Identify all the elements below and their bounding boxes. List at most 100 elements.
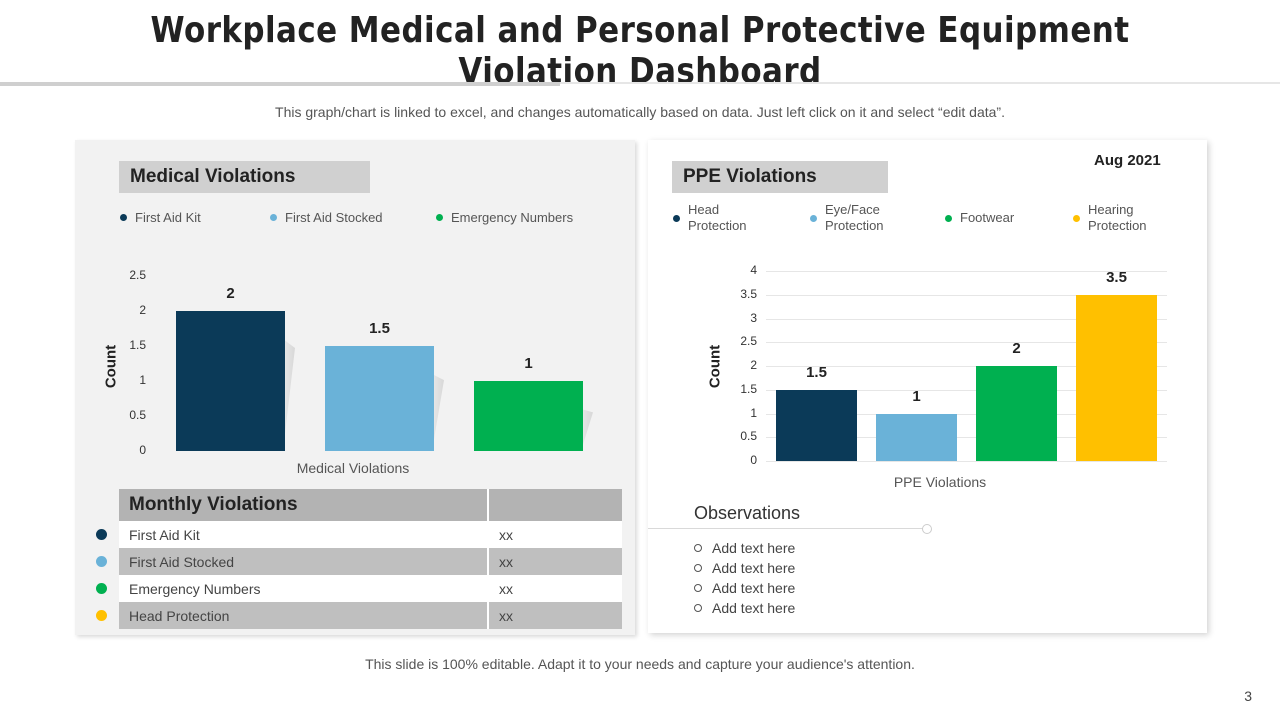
observation-text: Add text here — [712, 600, 796, 616]
legend-label-line: Footwear — [960, 210, 1015, 225]
observation-item[interactable]: Add text here — [694, 600, 795, 616]
legend-label-line: Protection — [825, 218, 884, 233]
data-label: 1 — [524, 355, 533, 372]
y-tick-label: 0.5 — [129, 408, 146, 422]
gridline — [766, 342, 1167, 344]
x-axis-label: Medical Violations — [296, 460, 410, 476]
header-accent-bar — [0, 82, 560, 86]
legend-dot-icon — [120, 214, 127, 221]
row-marker-dot-icon — [96, 610, 107, 621]
legend-dot-icon — [945, 214, 952, 222]
header-divider — [0, 82, 1280, 84]
y-axis-label: Count — [102, 344, 120, 389]
gridline — [766, 318, 1167, 320]
observations-divider — [648, 528, 926, 529]
y-tick-label: 3.5 — [740, 286, 757, 301]
table-row: First Aid Kit xx — [119, 521, 622, 548]
y-tick-label: 1 — [750, 405, 757, 420]
legend-dot-icon — [1073, 214, 1080, 222]
observation-text: Add text here — [712, 560, 796, 576]
gridline — [766, 461, 1167, 462]
legend-item: Hearing Protection — [1073, 202, 1147, 234]
report-date: Aug 2021 — [1094, 152, 1161, 169]
table-row: Emergency Numbers xx — [119, 575, 622, 602]
observation-item[interactable]: Add text here — [694, 540, 795, 556]
data-label: 2 — [1012, 340, 1021, 357]
gridline — [766, 294, 1167, 296]
legend-label: First Aid Kit — [135, 210, 201, 225]
legend-item: Footwear — [945, 202, 1014, 234]
bar — [976, 366, 1057, 461]
data-label: 2 — [226, 285, 235, 302]
ppe-heading: PPE Violations — [672, 161, 888, 193]
table-header-row: Monthly Violations — [119, 489, 622, 521]
page-number: 3 — [1244, 688, 1252, 704]
legend-label-line: Head — [688, 202, 720, 217]
table-row: Head Protection xx — [119, 602, 622, 629]
legend-item: First Aid Kit — [120, 210, 201, 225]
table-cell-label: Head Protection — [119, 602, 489, 629]
y-tick-label: 1.5 — [740, 381, 757, 396]
y-tick-label: 2.5 — [129, 268, 146, 282]
legend-label: Footwear — [960, 210, 1014, 226]
legend-label: First Aid Stocked — [285, 210, 383, 225]
data-label: 3.5 — [1106, 268, 1127, 286]
monthly-violations-table: Monthly Violations First Aid Kit xx Firs… — [119, 489, 622, 629]
table-cell-label: First Aid Kit — [119, 521, 489, 548]
data-label: 1.5 — [806, 363, 827, 381]
observation-text: Add text here — [712, 540, 796, 556]
y-tick-label: 0 — [139, 443, 146, 457]
table-header-value — [489, 489, 622, 521]
y-tick-label: 4 — [750, 263, 757, 277]
x-axis-label: PPE Violations — [893, 474, 987, 490]
y-tick-label: 2.5 — [740, 334, 757, 349]
legend-dot-icon — [810, 214, 817, 222]
y-tick-label: 1 — [139, 373, 146, 387]
gridline — [766, 271, 1167, 272]
footer-note: This slide is 100% editable. Adapt it to… — [365, 656, 915, 672]
table-cell-label: First Aid Stocked — [119, 548, 489, 575]
gridline — [766, 389, 1167, 391]
gridline — [766, 413, 1167, 415]
legend-item: Eye/Face Protection — [810, 202, 884, 234]
subtitle-note: This graph/chart is linked to excel, and… — [275, 104, 1005, 120]
legend-item: First Aid Stocked — [270, 210, 383, 225]
legend-label: Hearing Protection — [1088, 202, 1147, 234]
legend-dot-icon — [673, 214, 680, 222]
y-tick-label: 0.5 — [740, 429, 757, 444]
y-axis-label: Count — [706, 344, 724, 389]
legend-item: Head Protection — [673, 202, 747, 234]
legend-label-line: Protection — [688, 218, 747, 233]
gridline — [766, 437, 1167, 439]
y-tick-label: 3 — [750, 310, 757, 325]
data-label: 1 — [912, 387, 921, 405]
y-tick-label: 0 — [750, 453, 757, 467]
bar — [176, 311, 285, 451]
legend-label: Eye/Face Protection — [825, 202, 884, 234]
gridline — [766, 366, 1167, 367]
row-marker-dot-icon — [96, 583, 107, 594]
legend-dot-icon — [436, 214, 443, 221]
table-cell-value: xx — [499, 526, 513, 543]
legend-label: Emergency Numbers — [451, 210, 574, 225]
legend-label-line: Protection — [1088, 218, 1147, 233]
bar — [876, 413, 957, 461]
bar — [325, 346, 434, 451]
legend-item: Emergency Numbers — [436, 210, 573, 225]
observations-divider-node — [922, 524, 932, 534]
bar — [776, 389, 857, 461]
table-cell-value: xx — [499, 553, 513, 570]
bullet-icon — [694, 604, 702, 612]
legend-dot-icon — [270, 214, 277, 221]
table-row: First Aid Stocked xx — [119, 548, 622, 575]
y-tick-label: 1.5 — [129, 338, 146, 352]
observation-text: Add text here — [712, 580, 796, 596]
bar — [1076, 294, 1157, 461]
y-tick-label: 2 — [750, 358, 757, 372]
observation-item[interactable]: Add text here — [694, 580, 795, 596]
y-tick-label: 2 — [139, 303, 146, 317]
page-title: Workplace Medical and Personal Protectiv… — [150, 10, 1130, 92]
legend-label-line: Hearing — [1088, 202, 1134, 217]
observation-item[interactable]: Add text here — [694, 560, 795, 576]
legend-label-line: Eye/Face — [825, 202, 880, 217]
